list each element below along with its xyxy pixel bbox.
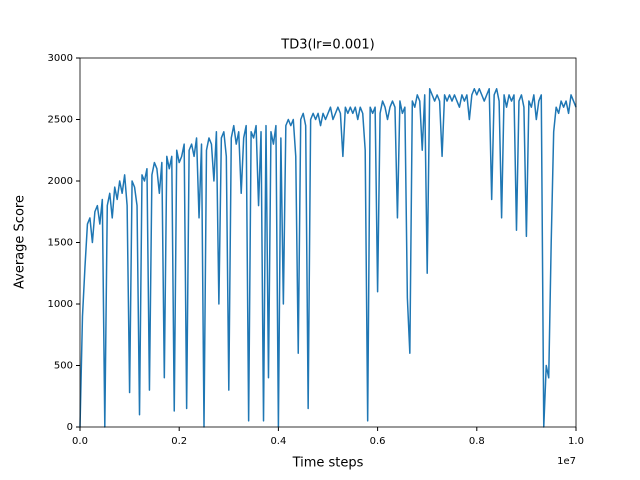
y-tick-label: 1500 <box>48 238 73 249</box>
x-tick-label: 1.0 <box>568 436 584 447</box>
y-axis-label: Average Score <box>13 195 28 289</box>
y-tick-label: 3000 <box>48 53 73 64</box>
x-tick-label: 0.8 <box>469 436 485 447</box>
x-tick-label: 0.2 <box>171 436 187 447</box>
y-tick-label: 2500 <box>48 115 73 126</box>
x-tick-label: 0.4 <box>270 436 286 447</box>
y-tick-label: 2000 <box>48 176 73 187</box>
x-offset-label: 1e7 <box>557 456 576 467</box>
x-tick-label: 0.6 <box>370 436 386 447</box>
chart-title: TD3(lr=0.001) <box>280 38 374 53</box>
y-tick-label: 500 <box>54 361 73 372</box>
x-tick-label: 0.0 <box>72 436 88 447</box>
x-axis-label: Time steps <box>292 456 364 471</box>
y-tick-label: 0 <box>67 422 73 433</box>
plot-frame <box>79 57 577 428</box>
y-tick-label: 1000 <box>48 299 73 310</box>
data-line <box>79 88 577 428</box>
